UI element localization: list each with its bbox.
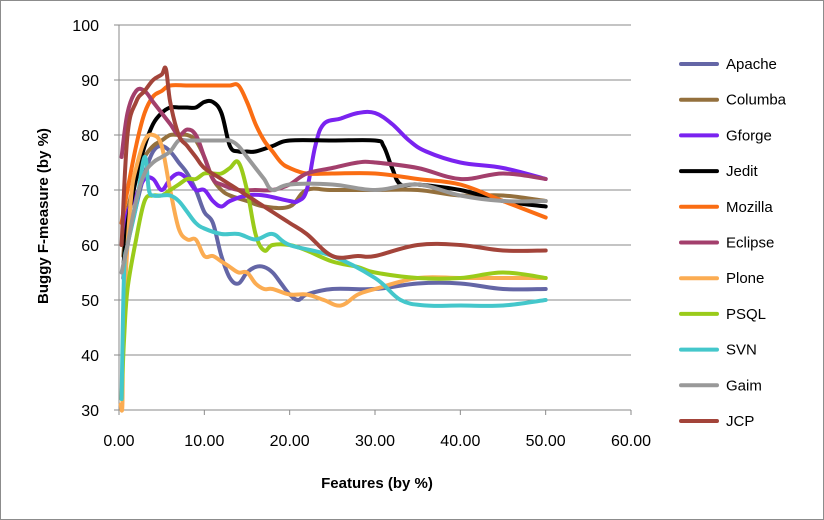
legend-item-mozilla: Mozilla [679,199,773,216]
y-tick-label: 80 [81,128,99,145]
y-tick-label: 60 [81,238,99,255]
y-tick-label: 70 [81,183,99,200]
legend-label: PSQL [726,306,766,323]
legend-label: Jedit [726,163,759,180]
y-tick-label: 100 [72,18,99,35]
series-line-svn [119,154,548,401]
legend-label: SVN [726,342,757,359]
y-tick-label: 40 [81,348,99,365]
legend-item-gforge: Gforge [679,127,772,144]
x-axis-title: Features (by %) [321,475,433,492]
y-axis-title: Buggy F-measure (by %) [35,128,52,304]
x-tick-label: 30.00 [355,433,395,450]
x-tick-label: 20.00 [270,433,310,450]
series-line-apache [121,144,548,302]
legend-label: Gaim [726,377,762,394]
series-line-gaim [119,137,548,275]
legend-item-svn: SVN [679,342,757,359]
series-line-plone [118,132,548,413]
legend-label: Columba [726,92,787,109]
legend-label: Gforge [726,127,772,144]
tick-labels: 30 40 50 60 70 80 90 100 0.00 10.00 20.00 30.00 40.0… [72,18,651,450]
legend-label: Eclipse [726,235,774,252]
series-lines [118,65,548,413]
x-tick-label: 10.00 [184,433,224,450]
legend-item-plone: Plone [679,270,764,287]
legend-label: Apache [726,56,777,73]
legend: Apache Columba Gforge Jedit Mozilla Eclipse Pl… [679,56,787,430]
axes [114,24,632,415]
series-line-jcp [119,65,548,260]
x-tick-label: 40.00 [440,433,480,450]
legend-label: Mozilla [726,199,773,216]
y-tick-label: 90 [81,73,99,90]
legend-label: Plone [726,270,764,287]
legend-label: JCP [726,413,754,430]
legend-item-eclipse: Eclipse [679,235,774,252]
x-tick-label: 50.00 [526,433,566,450]
legend-item-gaim: Gaim [679,377,762,394]
x-tick-label: 60.00 [611,433,651,450]
legend-item-psql: PSQL [679,306,766,323]
legend-item-jcp: JCP [679,413,754,430]
legend-item-jedit: Jedit [679,163,759,180]
series-line-eclipse [119,86,548,193]
y-tick-label: 30 [81,403,99,420]
series-line-gforge [121,109,548,236]
series-line-mozilla [119,82,548,225]
legend-item-apache: Apache [679,56,777,73]
legend-item-columba: Columba [679,92,787,109]
x-tick-label: 0.00 [103,433,134,450]
y-tick-label: 50 [81,293,99,310]
